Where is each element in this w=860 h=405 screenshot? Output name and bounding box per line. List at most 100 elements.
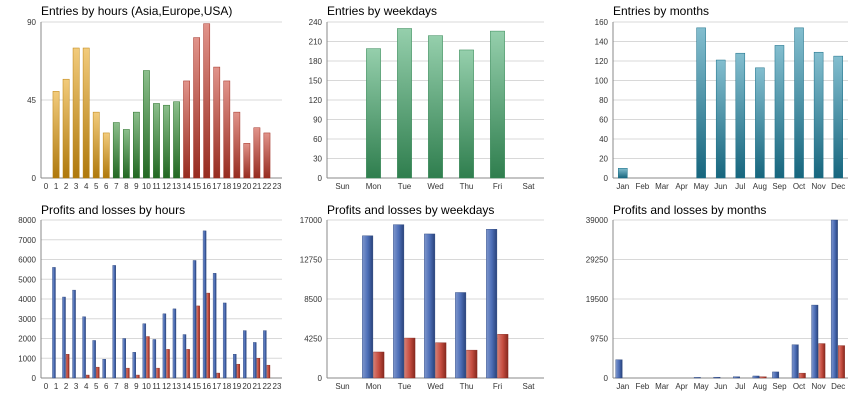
x-tick-label: 18 [222, 182, 231, 191]
x-tick-label: Mon [366, 382, 382, 391]
bar [755, 67, 765, 179]
x-tick-label: Mar [655, 382, 669, 391]
y-tick-label: 4250 [304, 335, 322, 344]
bar [263, 132, 271, 179]
y-tick-label: 7000 [18, 236, 36, 245]
bar [183, 80, 190, 179]
x-tick-label: Sat [522, 182, 535, 191]
loss-bar [838, 345, 845, 379]
bar [62, 78, 70, 179]
bar [774, 45, 785, 179]
bar [459, 49, 474, 179]
y-tick-label: 30 [313, 155, 322, 164]
bar [173, 101, 180, 179]
bar [833, 55, 843, 179]
x-tick-label: 15 [192, 382, 201, 391]
x-tick-label: 22 [262, 182, 271, 191]
y-tick-label: 0 [32, 174, 37, 183]
loss-bar [65, 354, 70, 379]
x-tick-label: 14 [182, 382, 191, 391]
x-tick-label: Feb [635, 182, 649, 191]
loss-bar [236, 363, 241, 379]
loss-bar [497, 334, 509, 379]
x-tick-label: 2 [64, 182, 69, 191]
profit-bar [72, 289, 76, 379]
x-tick-label: Oct [793, 382, 806, 391]
profit-bar [772, 371, 780, 379]
chart-title: Entries by hours (Asia,Europe,USA) [41, 4, 232, 18]
x-tick-label: 4 [84, 382, 89, 391]
profit-bar [162, 313, 167, 379]
x-tick-label: 5 [94, 182, 99, 191]
bar [794, 27, 804, 179]
loss-bar [206, 292, 210, 379]
profit-bar [132, 352, 136, 379]
y-tick-label: 12750 [300, 256, 323, 265]
x-tick-label: Nov [812, 382, 826, 391]
y-tick-label: 6000 [18, 256, 36, 265]
bar [243, 143, 251, 179]
loss-bar [759, 376, 767, 379]
x-tick-label: Thu [460, 382, 474, 391]
bar [133, 111, 140, 179]
y-tick-label: 210 [309, 38, 323, 47]
x-tick-label: 20 [242, 382, 251, 391]
x-tick-label: 16 [202, 182, 211, 191]
x-tick-label: 8 [124, 382, 129, 391]
x-tick-label: 0 [44, 182, 49, 191]
x-tick-label: Tue [398, 382, 412, 391]
bar [253, 127, 261, 179]
loss-bar [266, 364, 271, 379]
loss-bar [404, 337, 416, 379]
profit-bar [455, 292, 467, 379]
x-tick-label: Sep [772, 182, 787, 191]
x-tick-label: Sun [335, 182, 349, 191]
y-tick-label: 180 [309, 57, 323, 66]
x-tick-label: Oct [793, 182, 806, 191]
x-tick-label: 4 [84, 182, 89, 191]
profit-bar [752, 375, 760, 379]
x-tick-label: Jun [714, 382, 727, 391]
x-tick-label: 6 [104, 382, 109, 391]
profit-bar [733, 376, 740, 379]
profit-bar [615, 359, 623, 379]
bar [112, 122, 120, 179]
y-tick-label: 90 [27, 18, 36, 27]
chart-title: Entries by months [613, 4, 709, 18]
bar [52, 91, 60, 179]
bar [366, 48, 381, 179]
x-tick-label: 23 [273, 182, 282, 191]
bar [163, 104, 170, 179]
profit-bar [222, 302, 227, 379]
x-tick-label: 16 [202, 382, 211, 391]
bar [102, 132, 110, 179]
x-tick-label: Wed [427, 182, 443, 191]
x-tick-label: 19 [232, 182, 241, 191]
bar [153, 103, 160, 179]
profit-bar [212, 273, 217, 379]
x-tick-label: Jun [714, 182, 727, 191]
x-tick-label: 11 [152, 382, 161, 391]
bar [696, 27, 706, 179]
y-tick-label: 8000 [18, 216, 36, 225]
x-tick-label: 13 [172, 182, 181, 191]
y-tick-label: 160 [595, 18, 609, 27]
profit-bar [122, 338, 126, 379]
x-tick-label: Jan [616, 382, 629, 391]
bar [223, 80, 231, 179]
y-tick-label: 120 [595, 57, 609, 66]
x-tick-label: Jul [735, 382, 745, 391]
x-tick-label: Nov [812, 182, 826, 191]
bar [618, 168, 628, 179]
x-tick-label: 2 [64, 382, 69, 391]
y-tick-label: 1000 [18, 354, 36, 363]
x-tick-label: Jul [735, 182, 745, 191]
x-tick-label: 8 [124, 182, 129, 191]
x-tick-label: Apr [675, 182, 688, 191]
x-tick-label: 21 [252, 382, 261, 391]
x-tick-label: 14 [182, 182, 191, 191]
profit-bar [142, 323, 147, 379]
profit-bar [232, 354, 237, 379]
profit-bar [152, 339, 157, 379]
x-tick-label: 13 [172, 382, 181, 391]
